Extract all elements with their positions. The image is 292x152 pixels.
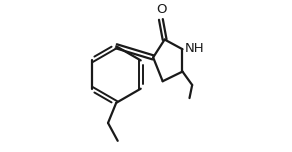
Text: NH: NH: [185, 42, 205, 55]
Text: O: O: [157, 3, 167, 16]
